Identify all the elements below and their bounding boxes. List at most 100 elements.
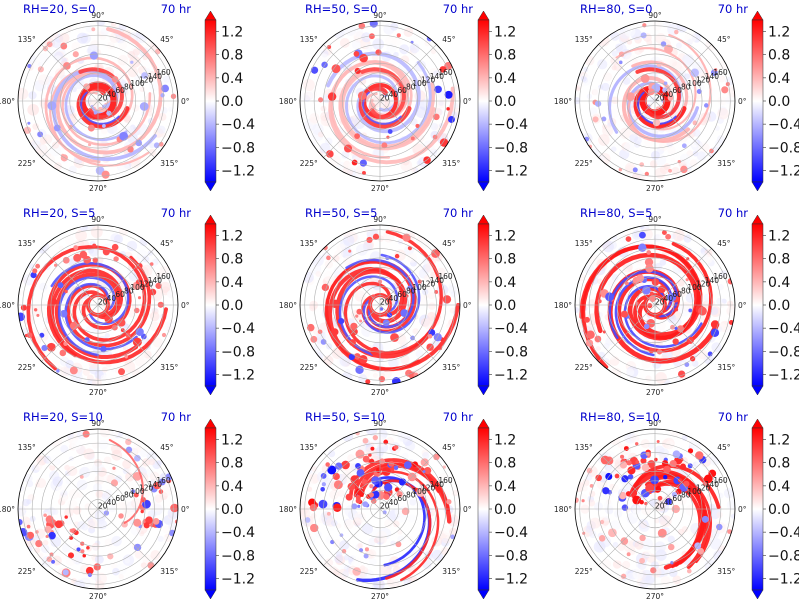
grid-spoke (598, 44, 656, 102)
radial-tick-label: 20 (380, 297, 390, 306)
angle-tick-label: 270° (646, 184, 664, 193)
colorbar-extend-min (477, 385, 490, 396)
radial-tick-label: 80 (681, 287, 691, 296)
radial-tick-label: 120 (421, 75, 436, 84)
panel-title: RH=50, S=5 (305, 206, 377, 220)
angle-tick-label: 180° (554, 301, 572, 310)
angle-tick-label: 45° (160, 239, 174, 248)
colorbar-tick-label: −0.4 (221, 321, 255, 337)
colorbar-tick-label: −0.4 (768, 525, 799, 541)
radial-tick-label: 140 (430, 480, 445, 489)
colorbar-extend-min (204, 181, 217, 192)
colorbar-tick-label: 0.4 (494, 71, 516, 87)
angle-tick-label: 270° (89, 388, 107, 397)
radial-tick-label: 80 (124, 287, 134, 296)
angle-tick-label: 0° (181, 505, 190, 514)
colorbar-gradient (204, 223, 217, 387)
colorbar-tick-label: 0.8 (221, 456, 243, 472)
angle-tick-label: 270° (89, 592, 107, 601)
grid-spoke (97, 248, 155, 306)
colorbar-tick-label: 1.2 (768, 229, 790, 245)
angle-tick-label: 90° (373, 11, 387, 20)
angle-tick-label: 270° (646, 388, 664, 397)
radial-tick-label: 80 (681, 83, 691, 92)
colorbar-tick-label: 1.2 (494, 433, 516, 449)
radial-tick-label: 100 (412, 283, 427, 292)
panel-title: RH=20, S=10 (23, 410, 103, 424)
colorbar-tick-label: 0.8 (768, 252, 790, 268)
angle-tick-label: 135° (300, 35, 318, 44)
colorbar-tick-label: 1.2 (221, 433, 243, 449)
grid-spoke (323, 452, 381, 510)
polar-frame (299, 224, 461, 386)
panel-time-label: 70 hr (718, 2, 749, 16)
grid-spoke (41, 100, 99, 158)
grid-spoke (598, 452, 656, 510)
radial-tick-label: 60 (672, 290, 682, 299)
panel-title: RH=80, S=5 (580, 206, 652, 220)
colorbar-tick-label: −1.2 (221, 571, 255, 587)
panel-time-label: 70 hr (443, 410, 474, 424)
radial-tick-label: 160 (438, 476, 453, 485)
colorbar-tick-label: 0.4 (494, 275, 516, 291)
panel-time-label: 70 hr (718, 206, 749, 220)
angle-tick-label: 270° (89, 184, 107, 193)
radial-tick-label: 60 (397, 290, 407, 299)
angle-tick-label: 270° (371, 388, 389, 397)
radial-tick-label: 80 (124, 83, 134, 92)
angle-tick-label: 270° (646, 592, 664, 601)
polar-grid (300, 429, 460, 589)
polar-panel: 0°45°90°135°180°225°270°315°204060801001… (0, 410, 255, 601)
colorbar-tick-label: 1.2 (494, 229, 516, 245)
angle-tick-label: 180° (0, 301, 15, 310)
colorbar: 1.2 0.8 0.4 0.0 −0.4 −0.8 −1.2 (204, 418, 255, 600)
angle-tick-label: 315° (442, 567, 460, 576)
radial-tick-label: 160 (438, 272, 453, 281)
colorbar-extend-max (477, 10, 490, 21)
colorbar-extend-max (751, 214, 764, 225)
polar-frame (299, 20, 461, 182)
vorticity-field (575, 21, 735, 181)
angle-tick-label: 315° (160, 363, 178, 372)
colorbar-tick-label: −1.2 (494, 367, 528, 383)
radial-tick-label: 60 (672, 86, 682, 95)
vorticity-field (18, 429, 178, 589)
colorbar-tick-label: −0.4 (768, 321, 799, 337)
radial-tick-label: 120 (421, 279, 436, 288)
radial-tick-label: 140 (430, 276, 445, 285)
angle-tick-label: 180° (554, 97, 572, 106)
polar-frame (574, 20, 736, 182)
radial-tick-label: 100 (130, 79, 145, 88)
panel-time-label: 70 hr (718, 410, 749, 424)
panel-title: RH=80, S=10 (580, 410, 660, 424)
colorbar-tick-label: 0.0 (221, 94, 243, 110)
colorbar: 1.2 0.8 0.4 0.0 −0.4 −0.8 −1.2 (751, 214, 799, 396)
grid-spoke (97, 44, 155, 102)
colorbar-tick-label: −0.4 (494, 525, 528, 541)
angle-tick-label: 270° (371, 184, 389, 193)
colorbar-tick-label: −0.4 (494, 321, 528, 337)
panel-time-label: 70 hr (161, 410, 192, 424)
colorbar-tick-label: 0.4 (221, 275, 243, 291)
grid-spoke (654, 100, 712, 158)
radial-tick-label: 20 (655, 93, 665, 102)
grid-spoke (41, 508, 99, 566)
radial-tick-label: 40 (664, 90, 674, 99)
radial-tick-label: 100 (687, 283, 702, 292)
colorbar-tick-label: 0.0 (768, 502, 790, 518)
colorbar: 1.2 0.8 0.4 0.0 −0.4 −0.8 −1.2 (477, 10, 528, 192)
colorbar: 1.2 0.8 0.4 0.0 −0.4 −0.8 −1.2 (477, 418, 528, 600)
colorbar: 1.2 0.8 0.4 0.0 −0.4 −0.8 −1.2 (204, 10, 255, 192)
colorbar-tick-label: 0.0 (768, 94, 790, 110)
angle-tick-label: 180° (0, 505, 15, 514)
colorbar-tick-label: 1.2 (768, 25, 790, 41)
colorbar-extend-max (204, 10, 217, 21)
colorbar-tick-label: −0.8 (768, 140, 799, 156)
grid-spoke (654, 452, 712, 510)
colorbar-tick-label: −0.8 (494, 344, 528, 360)
